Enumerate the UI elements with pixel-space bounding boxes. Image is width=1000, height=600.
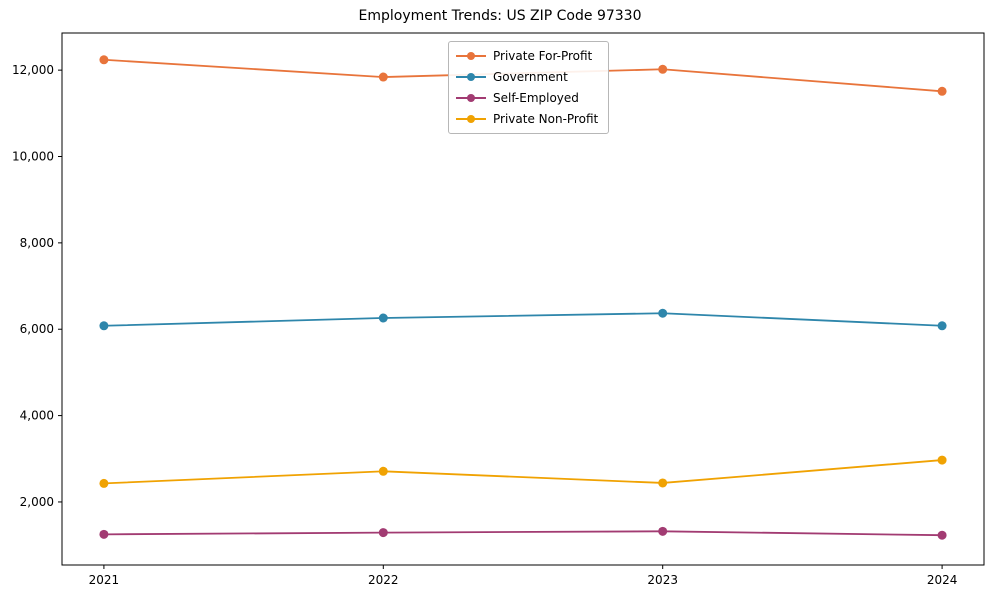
series-marker xyxy=(658,478,668,488)
legend-label: Private Non-Profit xyxy=(493,112,599,126)
legend-marker-icon xyxy=(456,50,486,62)
series-line xyxy=(103,459,943,485)
y-tick-label: 6,000 xyxy=(20,322,54,336)
legend-item: Private Non-Profit xyxy=(456,110,598,128)
series-marker xyxy=(99,478,109,488)
y-tick-label: 2,000 xyxy=(20,495,54,509)
legend-marker-icon xyxy=(456,92,486,104)
series-marker xyxy=(937,530,947,540)
legend-item: Private For-Profit xyxy=(456,47,598,65)
series-marker xyxy=(658,64,668,74)
series-marker xyxy=(378,528,388,538)
series-marker xyxy=(937,321,947,331)
series-line xyxy=(103,530,943,537)
legend-marker-icon xyxy=(456,113,486,125)
x-tick-label: 2022 xyxy=(368,573,399,587)
series-marker xyxy=(658,526,668,536)
legend-marker-icon xyxy=(456,71,486,83)
legend-item: Government xyxy=(456,68,598,86)
x-tick-label: 2024 xyxy=(927,573,958,587)
series-marker xyxy=(378,313,388,323)
x-tick-label: 2023 xyxy=(647,573,678,587)
legend: Private For-Profit Government Self-Employe… xyxy=(448,41,610,134)
plot-frame xyxy=(61,32,985,566)
legend-label: Private For-Profit xyxy=(493,49,593,63)
legend-label: Government xyxy=(493,70,568,84)
series-marker xyxy=(937,86,947,96)
series-marker xyxy=(99,321,109,331)
y-tick-label: 4,000 xyxy=(20,409,54,423)
series-marker xyxy=(378,72,388,82)
x-tick-label: 2021 xyxy=(89,573,120,587)
y-tick-label: 10,000 xyxy=(12,150,54,164)
series-marker xyxy=(99,55,109,65)
legend-label: Self-Employed xyxy=(493,91,579,105)
series-marker xyxy=(99,529,109,539)
y-tick-label: 12,000 xyxy=(12,63,54,77)
series-marker xyxy=(937,455,947,465)
series-marker xyxy=(658,308,668,318)
legend-item: Self-Employed xyxy=(456,89,598,107)
series-line xyxy=(103,312,943,327)
chart-title: Employment Trends: US ZIP Code 97330 xyxy=(358,8,642,24)
y-tick-label: 8,000 xyxy=(20,236,54,250)
series-marker xyxy=(378,466,388,476)
